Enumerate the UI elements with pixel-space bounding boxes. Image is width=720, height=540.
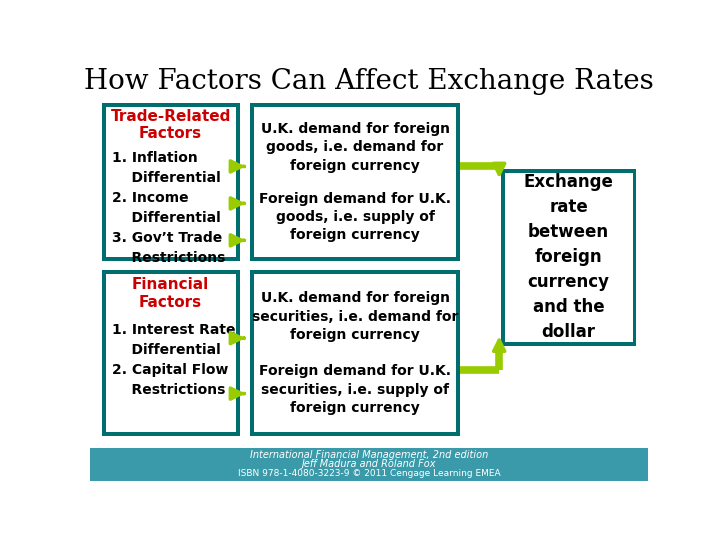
Bar (254, 274, 456, 432)
Text: Jeff Madura and Roland Fox: Jeff Madura and Roland Fox (302, 460, 436, 469)
Bar (505, 173, 632, 342)
Text: International Financial Management, 2nd edition: International Financial Management, 2nd … (250, 450, 488, 461)
Text: 1. Inflation
    Differential
2. Income
    Differential
3. Gov’t Trade
    Rest: 1. Inflation Differential 2. Income Diff… (112, 151, 225, 265)
Text: 1. Interest Rate
    Differential
2. Capital Flow
    Restrictions: 1. Interest Rate Differential 2. Capital… (112, 323, 235, 397)
Text: Financial
Factors: Financial Factors (132, 278, 210, 309)
Bar (251, 103, 459, 261)
Bar (90, 448, 648, 481)
Bar (251, 271, 459, 436)
Text: How Factors Can Affect Exchange Rates: How Factors Can Affect Exchange Rates (84, 68, 654, 95)
Text: Foreign demand for U.K.
securities, i.e. supply of
foreign currency: Foreign demand for U.K. securities, i.e.… (259, 364, 451, 415)
Bar (102, 103, 240, 261)
Bar (254, 107, 456, 257)
Bar (106, 274, 235, 432)
Text: Trade-Related
Factors: Trade-Related Factors (110, 109, 231, 141)
Text: ISBN 978-1-4080-3223-9 © 2011 Cengage Learning EMEA: ISBN 978-1-4080-3223-9 © 2011 Cengage Le… (238, 469, 500, 478)
Text: U.K. demand for foreign
securities, i.e. demand for
foreign currency: U.K. demand for foreign securities, i.e.… (252, 292, 458, 342)
Text: U.K. demand for foreign
goods, i.e. demand for
foreign currency: U.K. demand for foreign goods, i.e. dema… (261, 122, 449, 173)
Bar (102, 271, 240, 436)
Text: Exchange
rate
between
foreign
currency
and the
dollar: Exchange rate between foreign currency a… (523, 173, 613, 341)
Text: Foreign demand for U.K.
goods, i.e. supply of
foreign currency: Foreign demand for U.K. goods, i.e. supp… (259, 192, 451, 242)
Bar (106, 107, 235, 257)
Bar (500, 168, 636, 346)
